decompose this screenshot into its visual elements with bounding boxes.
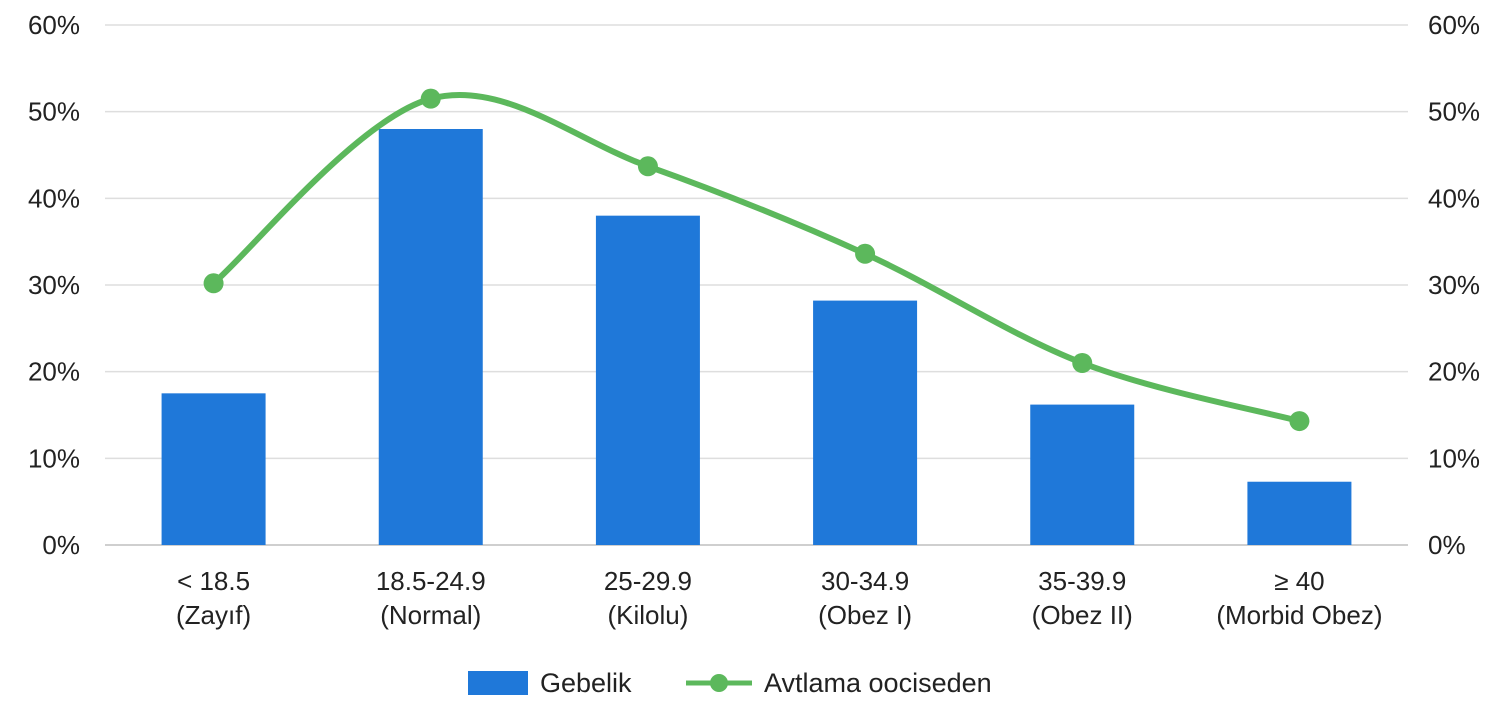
category-label: 25-29.9	[604, 566, 692, 596]
right-tick-label: 0%	[1428, 530, 1466, 560]
line-point	[203, 273, 224, 294]
left-tick-label: 10%	[28, 443, 80, 473]
category-label: (Normal)	[380, 600, 481, 630]
category-label: (Zayıf)	[176, 600, 251, 630]
category-label: (Obez I)	[818, 600, 912, 630]
category-label: 35-39.9	[1038, 566, 1126, 596]
right-tick-label: 10%	[1428, 443, 1480, 473]
category-label: 30-34.9	[821, 566, 909, 596]
bar	[378, 129, 483, 545]
category-label: (Obez II)	[1032, 600, 1133, 630]
bar	[595, 215, 700, 545]
left-tick-label: 40%	[28, 183, 80, 213]
legend-bar-swatch	[468, 671, 528, 695]
line-point	[637, 156, 658, 177]
category-label: (Kilolu)	[607, 600, 688, 630]
series-line	[210, 91, 1303, 425]
left-tick-label: 0%	[42, 530, 80, 560]
right-tick-label: 20%	[1428, 357, 1480, 387]
left-y-axis: 0% 10% 20% 30% 40% 50% 60%	[28, 10, 80, 560]
right-tick-label: 50%	[1428, 97, 1480, 127]
left-tick-label: 50%	[28, 97, 80, 127]
left-tick-label: 30%	[28, 270, 80, 300]
category-label: 18.5-24.9	[376, 566, 486, 596]
right-tick-label: 30%	[1428, 270, 1480, 300]
grid-lines	[105, 24, 1408, 546]
legend-line-marker	[710, 674, 728, 692]
line-point	[420, 88, 441, 109]
category-label: < 18.5	[177, 566, 250, 596]
bar	[813, 300, 918, 545]
line-point	[1289, 411, 1310, 432]
legend: Gebelik Avtlama ooci­seden	[468, 668, 992, 698]
right-y-axis: 0% 10% 20% 30% 40% 50% 60%	[1428, 10, 1480, 560]
bar	[1030, 404, 1135, 545]
left-tick-label: 20%	[28, 357, 80, 387]
line-point	[855, 243, 876, 264]
right-tick-label: 60%	[1428, 10, 1480, 40]
bar-series	[161, 129, 1352, 545]
x-axis: < 18.5 (Zayıf) 18.5-24.9 (Normal) 25-29.9 (Ki…	[176, 566, 1382, 630]
left-tick-label: 60%	[28, 10, 80, 40]
bar	[161, 393, 266, 545]
legend-label-bars: Gebelik	[540, 668, 632, 698]
line-series	[203, 88, 1310, 432]
right-tick-label: 40%	[1428, 183, 1480, 213]
bar	[1247, 481, 1352, 545]
category-label: (Morbid Obez)	[1216, 600, 1382, 630]
line-point	[1072, 353, 1093, 373]
legend-label-line: Avtlama ooci­seden	[764, 668, 992, 698]
category-label: ≥ 40	[1274, 566, 1324, 596]
